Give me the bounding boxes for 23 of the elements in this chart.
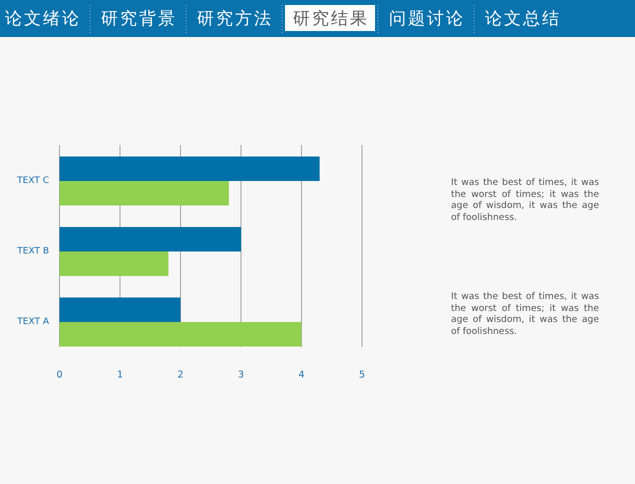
x-tick-label: 2: [177, 370, 184, 380]
label: 问题讨论: [389, 9, 465, 29]
text: It was the best of times, it was the worst of times; it was the age of wisdom, it was the age of foolishness.: [451, 291, 599, 338]
x-tick-label: 1: [116, 370, 124, 380]
bar: [60, 298, 180, 322]
text: It was the best of times, it was the worst of times; it was the age of wisdom, it was the age of foolishness.: [451, 177, 599, 224]
label: 论文绪论: [5, 9, 81, 29]
x-tick-label: 5: [358, 370, 366, 380]
x-tick-label: 3: [238, 370, 244, 380]
y-tick-label: TEXT B: [16, 246, 49, 256]
bar: [60, 181, 229, 206]
x-tick-label: 4: [298, 370, 305, 380]
label: 研究背景: [101, 9, 177, 29]
x-tick-label: 0: [56, 370, 63, 380]
tab: 研究结果: [285, 5, 375, 31]
bar: [60, 322, 302, 346]
y-tick-label: TEXT A: [16, 317, 50, 327]
label: 论文总结: [485, 9, 561, 29]
bar: [60, 227, 241, 252]
y-tick-label: TEXT C: [16, 176, 49, 186]
bar: [60, 156, 320, 181]
label: 研究方法: [197, 9, 273, 29]
bar: [60, 252, 168, 276]
